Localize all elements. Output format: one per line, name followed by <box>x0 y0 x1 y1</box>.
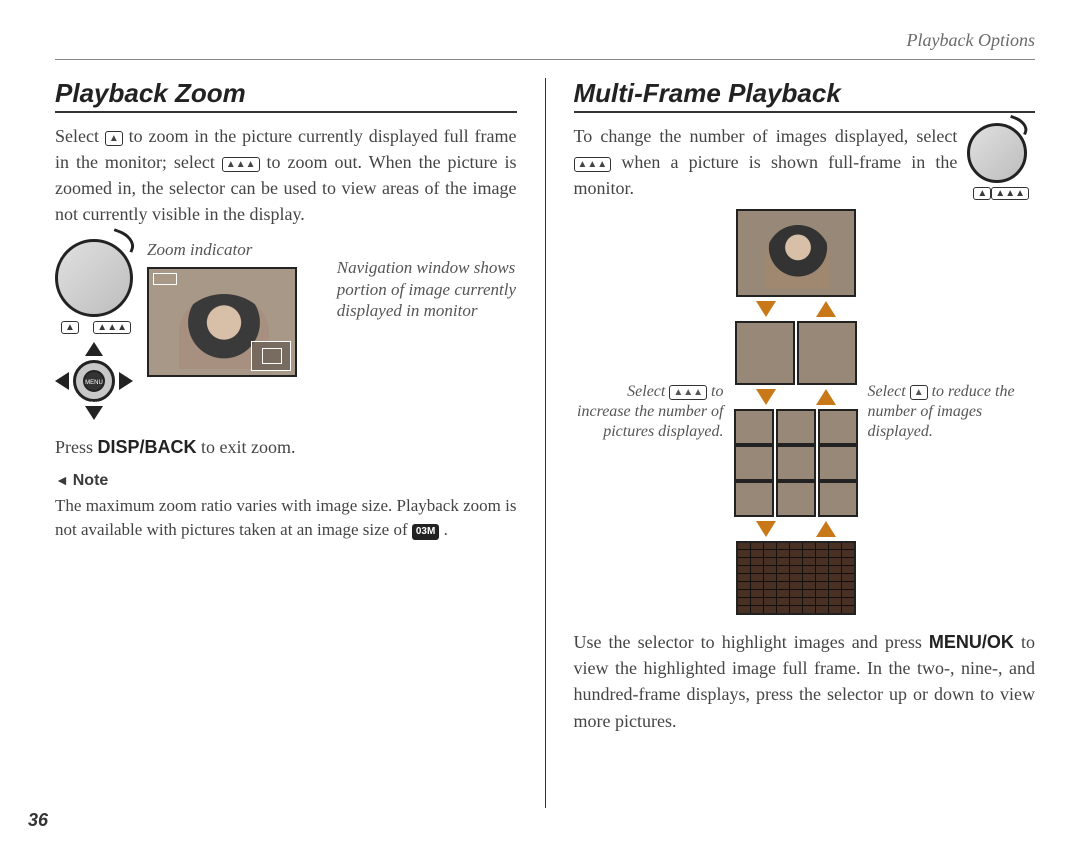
thumb <box>734 409 774 445</box>
right-column: Multi-Frame Playback To change the numbe… <box>574 78 1036 808</box>
thumb <box>776 481 816 517</box>
text: Select <box>627 383 669 400</box>
playback-zoom-title: Playback Zoom <box>55 78 517 113</box>
nine-frame-preview <box>734 409 858 517</box>
zoom-indicator-label: Zoom indicator <box>147 239 327 260</box>
dial-buttons: ▲ ▲▲▲ <box>55 321 137 334</box>
zoom-out-icon: ▲▲▲ <box>222 157 260 172</box>
playback-zoom-paragraph: Select ▲ to zoom in the picture currentl… <box>55 123 517 227</box>
press-disp-back-line: Press DISP/BACK to exit zoom. <box>55 434 517 460</box>
thumb <box>776 409 816 445</box>
thumb <box>734 445 774 481</box>
multi-frame-paragraph: To change the number of images displayed… <box>574 123 958 201</box>
zoomed-screen-preview <box>147 267 297 377</box>
text: Select <box>868 383 910 400</box>
navigation-window-label: Navigation window shows portion of image… <box>337 239 517 321</box>
arrow-pair <box>756 301 836 317</box>
disp-back-label: DISP/BACK <box>98 437 197 457</box>
text: Use the selector to highlight images and… <box>574 632 929 652</box>
arrow-down-icon <box>756 521 776 537</box>
zoom-out-icon: ▲▲▲ <box>574 157 612 172</box>
control-dial-icon <box>55 239 133 317</box>
thumb <box>734 481 774 517</box>
arrow-pair <box>756 521 836 537</box>
two-column-layout: Playback Zoom Select ▲ to zoom in the pi… <box>55 78 1035 808</box>
thumb <box>818 409 858 445</box>
selector-pad-icon: MENUOK <box>55 342 133 420</box>
image-size-badge: 03M <box>412 524 439 540</box>
column-divider <box>545 78 546 808</box>
header-section-label: Playback Options <box>55 30 1035 60</box>
arrow-down-icon <box>756 389 776 405</box>
thumb <box>818 481 858 517</box>
arrow-right-icon <box>119 372 133 390</box>
two-frame-preview <box>735 321 857 385</box>
control-dial-icon <box>967 123 1027 183</box>
arrow-left-icon <box>55 372 69 390</box>
photo-placeholder <box>766 225 830 289</box>
text: Press <box>55 437 98 457</box>
zoom-in-icon: ▲ <box>910 385 928 400</box>
text: Select <box>55 126 105 146</box>
hundred-frame-preview <box>736 541 856 615</box>
zoom-in-tiny-icon: ▲ <box>61 321 79 334</box>
zoom-out-tiny-icon: ▲▲▲ <box>93 321 131 334</box>
thumb <box>818 445 858 481</box>
arrow-up-icon <box>85 342 103 356</box>
left-column: Playback Zoom Select ▲ to zoom in the pi… <box>55 78 517 808</box>
text: when a picture is shown full-frame in th… <box>574 152 958 198</box>
arrow-up-icon <box>816 301 836 317</box>
zoom-in-icon: ▲ <box>105 131 123 146</box>
arrow-pair <box>756 389 836 405</box>
multi-frame-illustration: Select ▲▲▲ to increase the number of pic… <box>574 209 1036 615</box>
note-paragraph: The maximum zoom ratio varies with image… <box>55 494 517 542</box>
arrow-down-icon <box>756 301 776 317</box>
text: . <box>444 520 448 539</box>
zoom-out-tiny-icon: ▲▲▲ <box>991 187 1029 200</box>
page-number: 36 <box>28 810 48 831</box>
zoom-illustration: ▲ ▲▲▲ MENUOK Zoom indicator <box>55 239 517 420</box>
multi-frame-intro-row: To change the number of images displayed… <box>574 123 1036 201</box>
arrow-up-icon <box>816 389 836 405</box>
text: to exit zoom. <box>201 437 295 457</box>
multi-frame-title: Multi-Frame Playback <box>574 78 1036 113</box>
text: To change the number of images displayed… <box>574 126 958 146</box>
navigation-window-icon <box>251 341 291 371</box>
zoom-annotations: Zoom indicator <box>147 239 327 376</box>
single-frame-preview <box>736 209 856 297</box>
menu-ok-label: MENU/OK <box>929 632 1014 652</box>
dial-buttons: ▲ ▲▲▲ <box>967 187 1035 200</box>
reduce-caption: Select ▲ to reduce the number of images … <box>868 382 1018 442</box>
zoom-out-icon: ▲▲▲ <box>669 385 707 400</box>
dial-block: ▲ ▲▲▲ <box>967 123 1035 200</box>
thumb <box>735 321 795 385</box>
thumbnail-stack <box>734 209 858 615</box>
increase-caption: Select ▲▲▲ to increase the number of pic… <box>574 382 724 442</box>
selector-paragraph: Use the selector to highlight images and… <box>574 629 1036 733</box>
note-heading: Note <box>55 472 517 490</box>
thumb <box>797 321 857 385</box>
arrow-up-icon <box>816 521 836 537</box>
thumb <box>776 445 816 481</box>
zoom-in-tiny-icon: ▲ <box>973 187 991 200</box>
dial-and-selector: ▲ ▲▲▲ MENUOK <box>55 239 137 420</box>
